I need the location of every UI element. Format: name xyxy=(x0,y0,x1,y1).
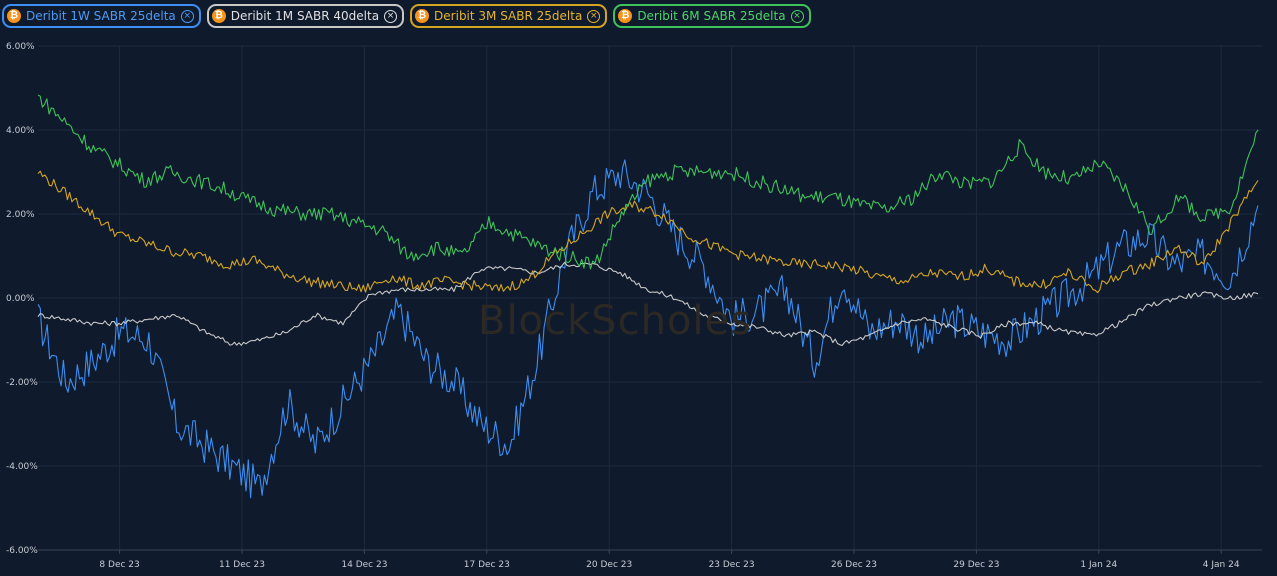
legend-label-1w: Deribit 1W SABR 25delta xyxy=(26,9,176,23)
y-tick-label: 0.00% xyxy=(6,294,35,304)
series-line-4 xyxy=(37,94,1259,270)
x-tick-label: 29 Dec 23 xyxy=(953,560,999,570)
y-tick-label: -6.00% xyxy=(6,546,38,556)
legend-chip-3m[interactable]: ₿ Deribit 3M SABR 25delta × xyxy=(410,4,608,28)
legend-chip-1m[interactable]: ₿ Deribit 1M SABR 40delta × xyxy=(206,4,405,28)
x-tick-label: 23 Dec 23 xyxy=(709,560,755,570)
y-tick-label: -4.00% xyxy=(6,462,38,472)
legend: ₿ Deribit 1W SABR 25delta × ₿ Deribit 1M… xyxy=(2,4,811,28)
legend-chip-6m[interactable]: ₿ Deribit 6M SABR 25delta × xyxy=(613,4,811,28)
y-axis: 6.00% 4.00% 2.00% 0.00% -2.00% -4.00% -6.00% xyxy=(6,42,38,556)
legend-chip-1w[interactable]: ₿ Deribit 1W SABR 25delta × xyxy=(2,4,201,28)
series-group xyxy=(37,94,1259,499)
x-tick-label: 26 Dec 23 xyxy=(831,560,877,570)
bitcoin-icon: ₿ xyxy=(415,9,430,23)
y-tick-label: 6.00% xyxy=(6,42,35,52)
bitcoin-icon: ₿ xyxy=(7,9,21,23)
x-tick-label: 11 Dec 23 xyxy=(219,560,265,570)
x-tick-label: 20 Dec 23 xyxy=(586,560,632,570)
series-line-2 xyxy=(37,261,1259,347)
y-tick-label: 2.00% xyxy=(6,210,35,220)
bitcoin-icon: ₿ xyxy=(618,9,633,23)
x-tick-label: 17 Dec 23 xyxy=(464,560,510,570)
x-tick-label: 1 Jan 24 xyxy=(1080,560,1117,570)
x-tick-label: 8 Dec 23 xyxy=(99,560,139,570)
x-tick-label: 4 Jan 24 xyxy=(1203,560,1240,570)
close-icon[interactable]: × xyxy=(790,9,804,23)
legend-label-1m: Deribit 1M SABR 40delta xyxy=(230,9,380,23)
x-axis: 8 Dec 23 11 Dec 23 14 Dec 23 17 Dec 23 20 De… xyxy=(38,549,1262,570)
chart-grid xyxy=(38,45,1262,551)
x-tick-label: 14 Dec 23 xyxy=(341,560,387,570)
series-line-3 xyxy=(37,170,1259,294)
legend-label-6m: Deribit 6M SABR 25delta xyxy=(637,9,786,23)
series-line-1 xyxy=(37,159,1259,499)
y-tick-label: -2.00% xyxy=(6,378,38,388)
legend-label-3m: Deribit 3M SABR 25delta xyxy=(434,9,583,23)
close-icon[interactable]: × xyxy=(587,9,601,23)
y-tick-label: 4.00% xyxy=(6,126,35,136)
bitcoin-icon: ₿ xyxy=(211,9,226,23)
close-icon[interactable]: × xyxy=(384,9,398,23)
close-icon[interactable]: × xyxy=(180,9,194,23)
